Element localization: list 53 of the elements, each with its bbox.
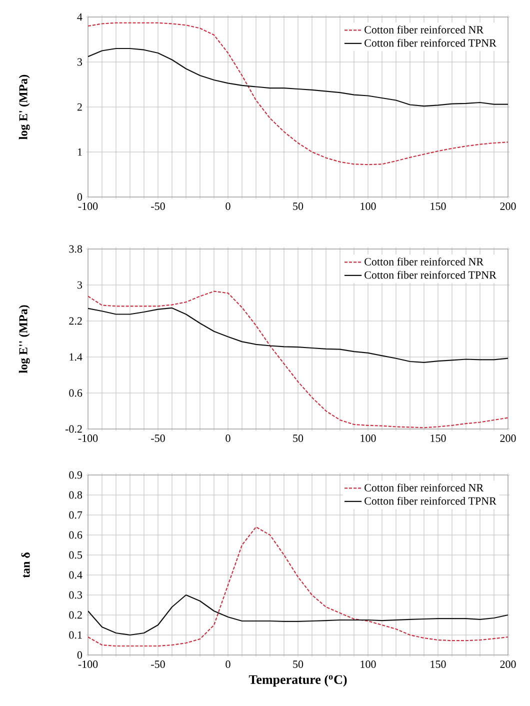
legend-label: Cotton fiber reinforced TPNR	[364, 496, 496, 505]
legend-label: Cotton fiber reinforced TPNR	[364, 270, 496, 279]
y-tick-label: 3	[78, 281, 82, 289]
y-tick-label: 3	[78, 58, 82, 66]
y-axis-title: log E'' (MPa)	[18, 305, 30, 374]
x-tick-label: 150	[430, 660, 446, 668]
x-tick-label: 150	[430, 434, 446, 442]
x-tick-label: -100	[78, 434, 98, 442]
y-axis-title: tan δ	[21, 552, 30, 578]
legend-label: Cotton fiber reinforced NR	[364, 26, 484, 34]
x-tick-label: 50	[293, 660, 304, 668]
x-tick-label: 50	[293, 434, 304, 442]
y-tick-label: 1.4	[70, 353, 82, 361]
x-tick-label: 0	[226, 434, 230, 442]
x-tick-label: -100	[78, 660, 98, 668]
x-tick-label: 200	[500, 434, 516, 442]
x-tick-label: -50	[151, 660, 165, 668]
x-tick-label: -100	[78, 202, 98, 210]
y-axis-title: log E' (MPa)	[18, 74, 30, 140]
legend-label: Cotton fiber reinforced NR	[364, 258, 484, 266]
y-tick-label: 0.9	[69, 471, 82, 479]
x-tick-label: 100	[360, 434, 376, 442]
y-tick-label: 0.3	[69, 591, 82, 599]
x-tick-label: 0	[226, 660, 230, 668]
y-tick-label: 0.7	[69, 511, 82, 519]
x-tick-label: 50	[293, 202, 304, 210]
legend-label: Cotton fiber reinforced NR	[364, 484, 484, 492]
y-tick-label: 0	[77, 651, 82, 659]
x-tick-label: 150	[430, 202, 446, 210]
y-tick-label: 3.8	[69, 245, 82, 253]
x-tick-label: 200	[500, 660, 516, 668]
y-tick-label: -0.2	[65, 425, 82, 433]
x-tick-label: -50	[151, 202, 165, 210]
y-tick-label: 0.5	[69, 551, 82, 559]
y-tick-label: 0.6	[69, 389, 82, 397]
line-series	[88, 307, 508, 363]
y-tick-label: 1	[78, 148, 82, 156]
y-tick-label: 0	[77, 193, 82, 201]
x-tick-label: -50	[151, 434, 165, 442]
y-tick-label: 4	[77, 13, 82, 21]
y-tick-label: 2	[77, 103, 82, 111]
y-tick-label: 2.2	[69, 317, 82, 325]
y-tick-label: 0.8	[69, 491, 82, 499]
y-tick-label: 0.4	[69, 571, 82, 579]
x-tick-label: 100	[360, 660, 376, 668]
y-tick-label: 0.1	[69, 631, 82, 639]
x-tick-label: 0	[226, 202, 230, 210]
x-tick-label: 100	[360, 202, 376, 210]
x-tick-label: 200	[500, 202, 516, 210]
legend-label: Cotton fiber reinforced TPNR	[364, 38, 496, 47]
y-tick-label: 0.2	[69, 611, 82, 619]
x-axis-title: Temperature ($^{o}$C)	[248, 674, 347, 687]
y-tick-label: 0.6	[69, 531, 82, 539]
